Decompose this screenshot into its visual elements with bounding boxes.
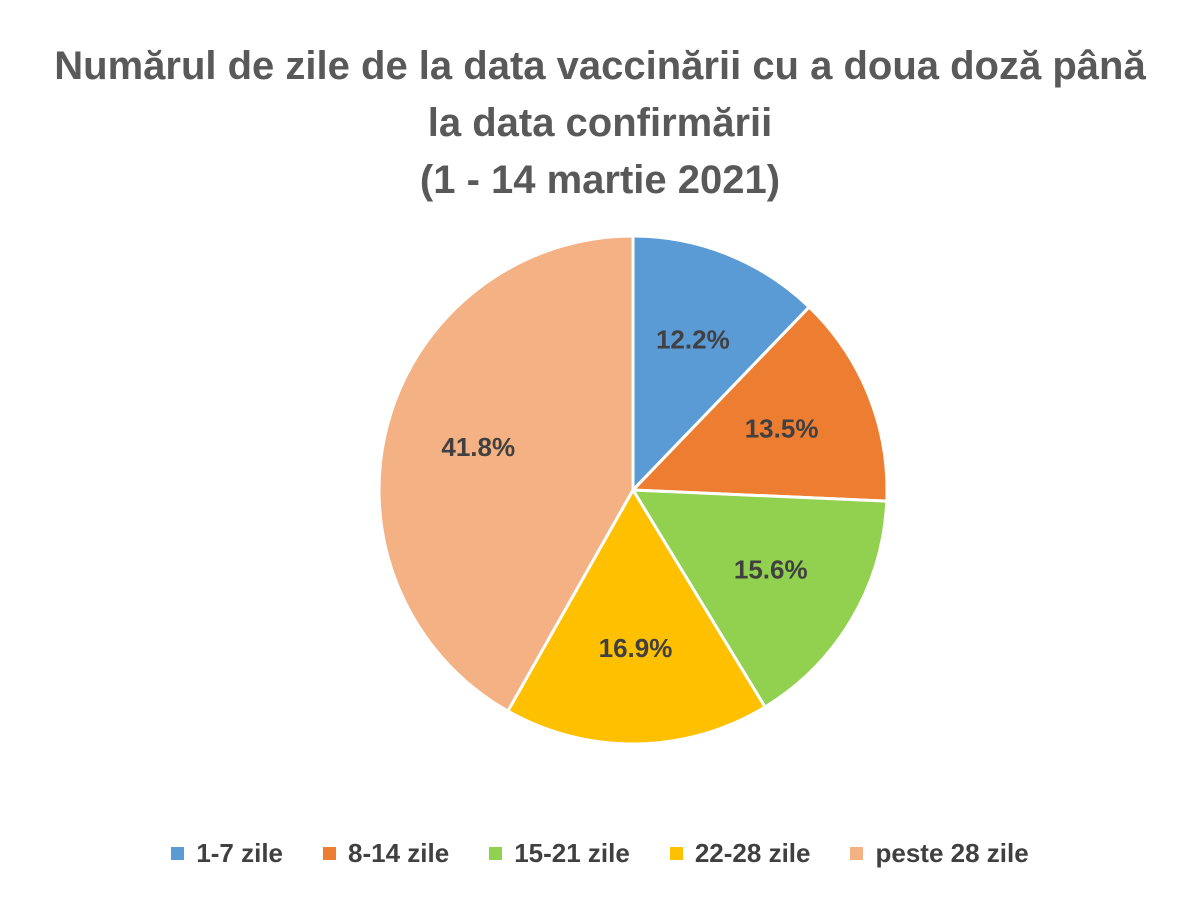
legend-item-3: 15-21 zile (489, 838, 630, 869)
legend-label-4: 22-28 zile (694, 838, 811, 868)
pie-slice-5 (377, 234, 635, 714)
pie-slice-1 (631, 234, 812, 494)
legend-swatch-4 (669, 847, 683, 860)
chart-title: Numărul de zile de la data vaccinării cu… (0, 38, 1200, 209)
legend-label-5: peste 28 zile (875, 838, 1029, 868)
chart-title-line-2: la data confirmării (427, 101, 773, 145)
data-label-4: 16.9% (599, 633, 673, 663)
chart-title-line-3: (1 - 14 martie 2021) (419, 158, 781, 202)
chart-title-line-1: Numărul de zile de la data vaccinării cu… (54, 44, 1146, 88)
legend-label-3: 15-21 zile (514, 838, 630, 868)
legend-item-2: 8-14 zile (323, 838, 449, 869)
legend-item-5: peste 28 zile (850, 838, 1029, 869)
legend-label-1: 1-7 zile (196, 838, 284, 868)
legend-swatch-5 (850, 847, 864, 860)
legend-label-2: 8-14 zile (348, 838, 450, 868)
data-label-5: 41.8% (441, 432, 515, 462)
data-label-2: 13.5% (745, 414, 819, 444)
data-label-1: 12.2% (656, 324, 730, 354)
legend-item-4: 22-28 zile (669, 838, 811, 869)
legend-swatch-3 (489, 847, 503, 860)
pie-slice-4 (505, 487, 768, 746)
legend-swatch-2 (323, 847, 337, 860)
legend-swatch-1 (171, 847, 185, 860)
pie-slice-3 (630, 488, 889, 710)
legend-item-1: 1-7 zile (171, 838, 283, 869)
pie-slice-2 (629, 304, 889, 503)
chart-legend: 1-7 zile 8-14 zile 15-21 zile 22-28 zile pes… (0, 838, 1200, 869)
data-label-3: 15.6% (734, 554, 808, 584)
